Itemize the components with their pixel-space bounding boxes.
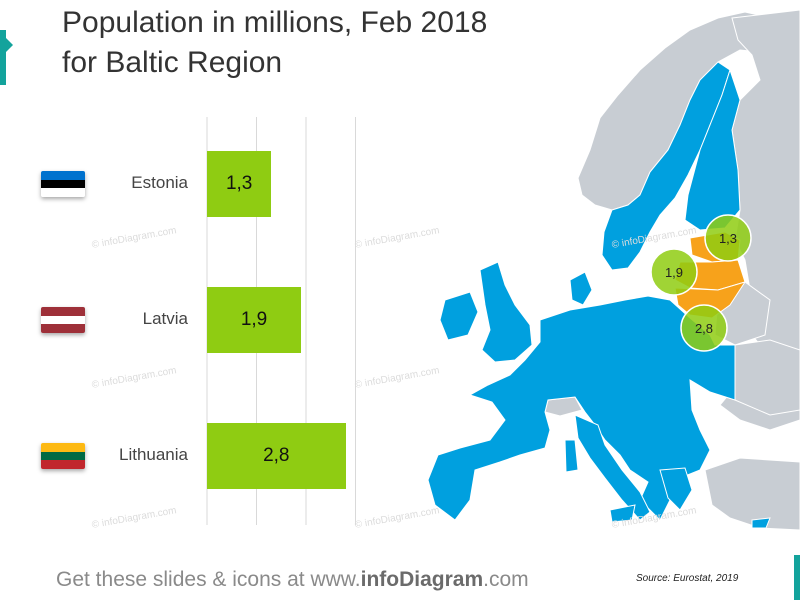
finland-shape (684, 68, 741, 231)
bar-estonia (207, 151, 272, 217)
bar-latvia (207, 287, 302, 353)
marker-label: 1,3 (719, 231, 737, 246)
denmark-shape (569, 271, 593, 306)
sicily-shape (609, 504, 636, 523)
map-markers: 1,3 1,9 2,8 (650, 214, 752, 352)
europe-map: 1,3 1,9 2,8 (427, 9, 800, 531)
footer-prefix: Get these slides & icons at www. (56, 568, 361, 591)
bar-value-label: 1,9 (240, 309, 268, 330)
footer-suffix: .com (483, 568, 529, 591)
title-line-2: for Baltic Region (62, 46, 283, 79)
marker-latvia (650, 248, 698, 296)
flag-latvia-icon (41, 307, 85, 333)
marker-estonia (704, 214, 752, 262)
title-line-1: Population in millions, Feb 2018 (62, 6, 488, 39)
eu-land (427, 61, 771, 529)
uk-shape (479, 261, 533, 363)
source-note: Source: Eurostat, 2019 (636, 573, 739, 584)
flag-estonia-icon (41, 171, 85, 197)
greece-shape (659, 467, 693, 511)
flag-lithuania-icon (41, 443, 85, 469)
footer-promo: Get these slides & icons at www.infoDiag… (56, 568, 529, 592)
accent-arrow (6, 38, 13, 52)
ireland-shape (439, 291, 479, 341)
category-label: Latvia (142, 309, 188, 328)
category-label: Lithuania (118, 445, 188, 464)
turkey-shape (704, 457, 800, 531)
bar-value-label: 1,3 (225, 173, 253, 194)
accent-bar-left (0, 30, 6, 85)
italy-shape (574, 414, 651, 521)
marker-label: 1,9 (665, 265, 683, 280)
russia-shape (719, 9, 800, 431)
marker-label: 2,8 (695, 321, 713, 336)
footer-brand: infoDiagram (360, 568, 484, 591)
cyprus-shape (751, 517, 771, 529)
bar-value-label: 2,8 (263, 445, 290, 466)
accent-bar-right (794, 555, 800, 600)
bar-lithuania (207, 423, 346, 489)
page-title: Population in millions, Feb 2018 for Bal… (62, 3, 487, 83)
marker-lithuania (680, 304, 728, 352)
category-label: Estonia (131, 173, 188, 192)
sardinia-shape (564, 439, 579, 473)
